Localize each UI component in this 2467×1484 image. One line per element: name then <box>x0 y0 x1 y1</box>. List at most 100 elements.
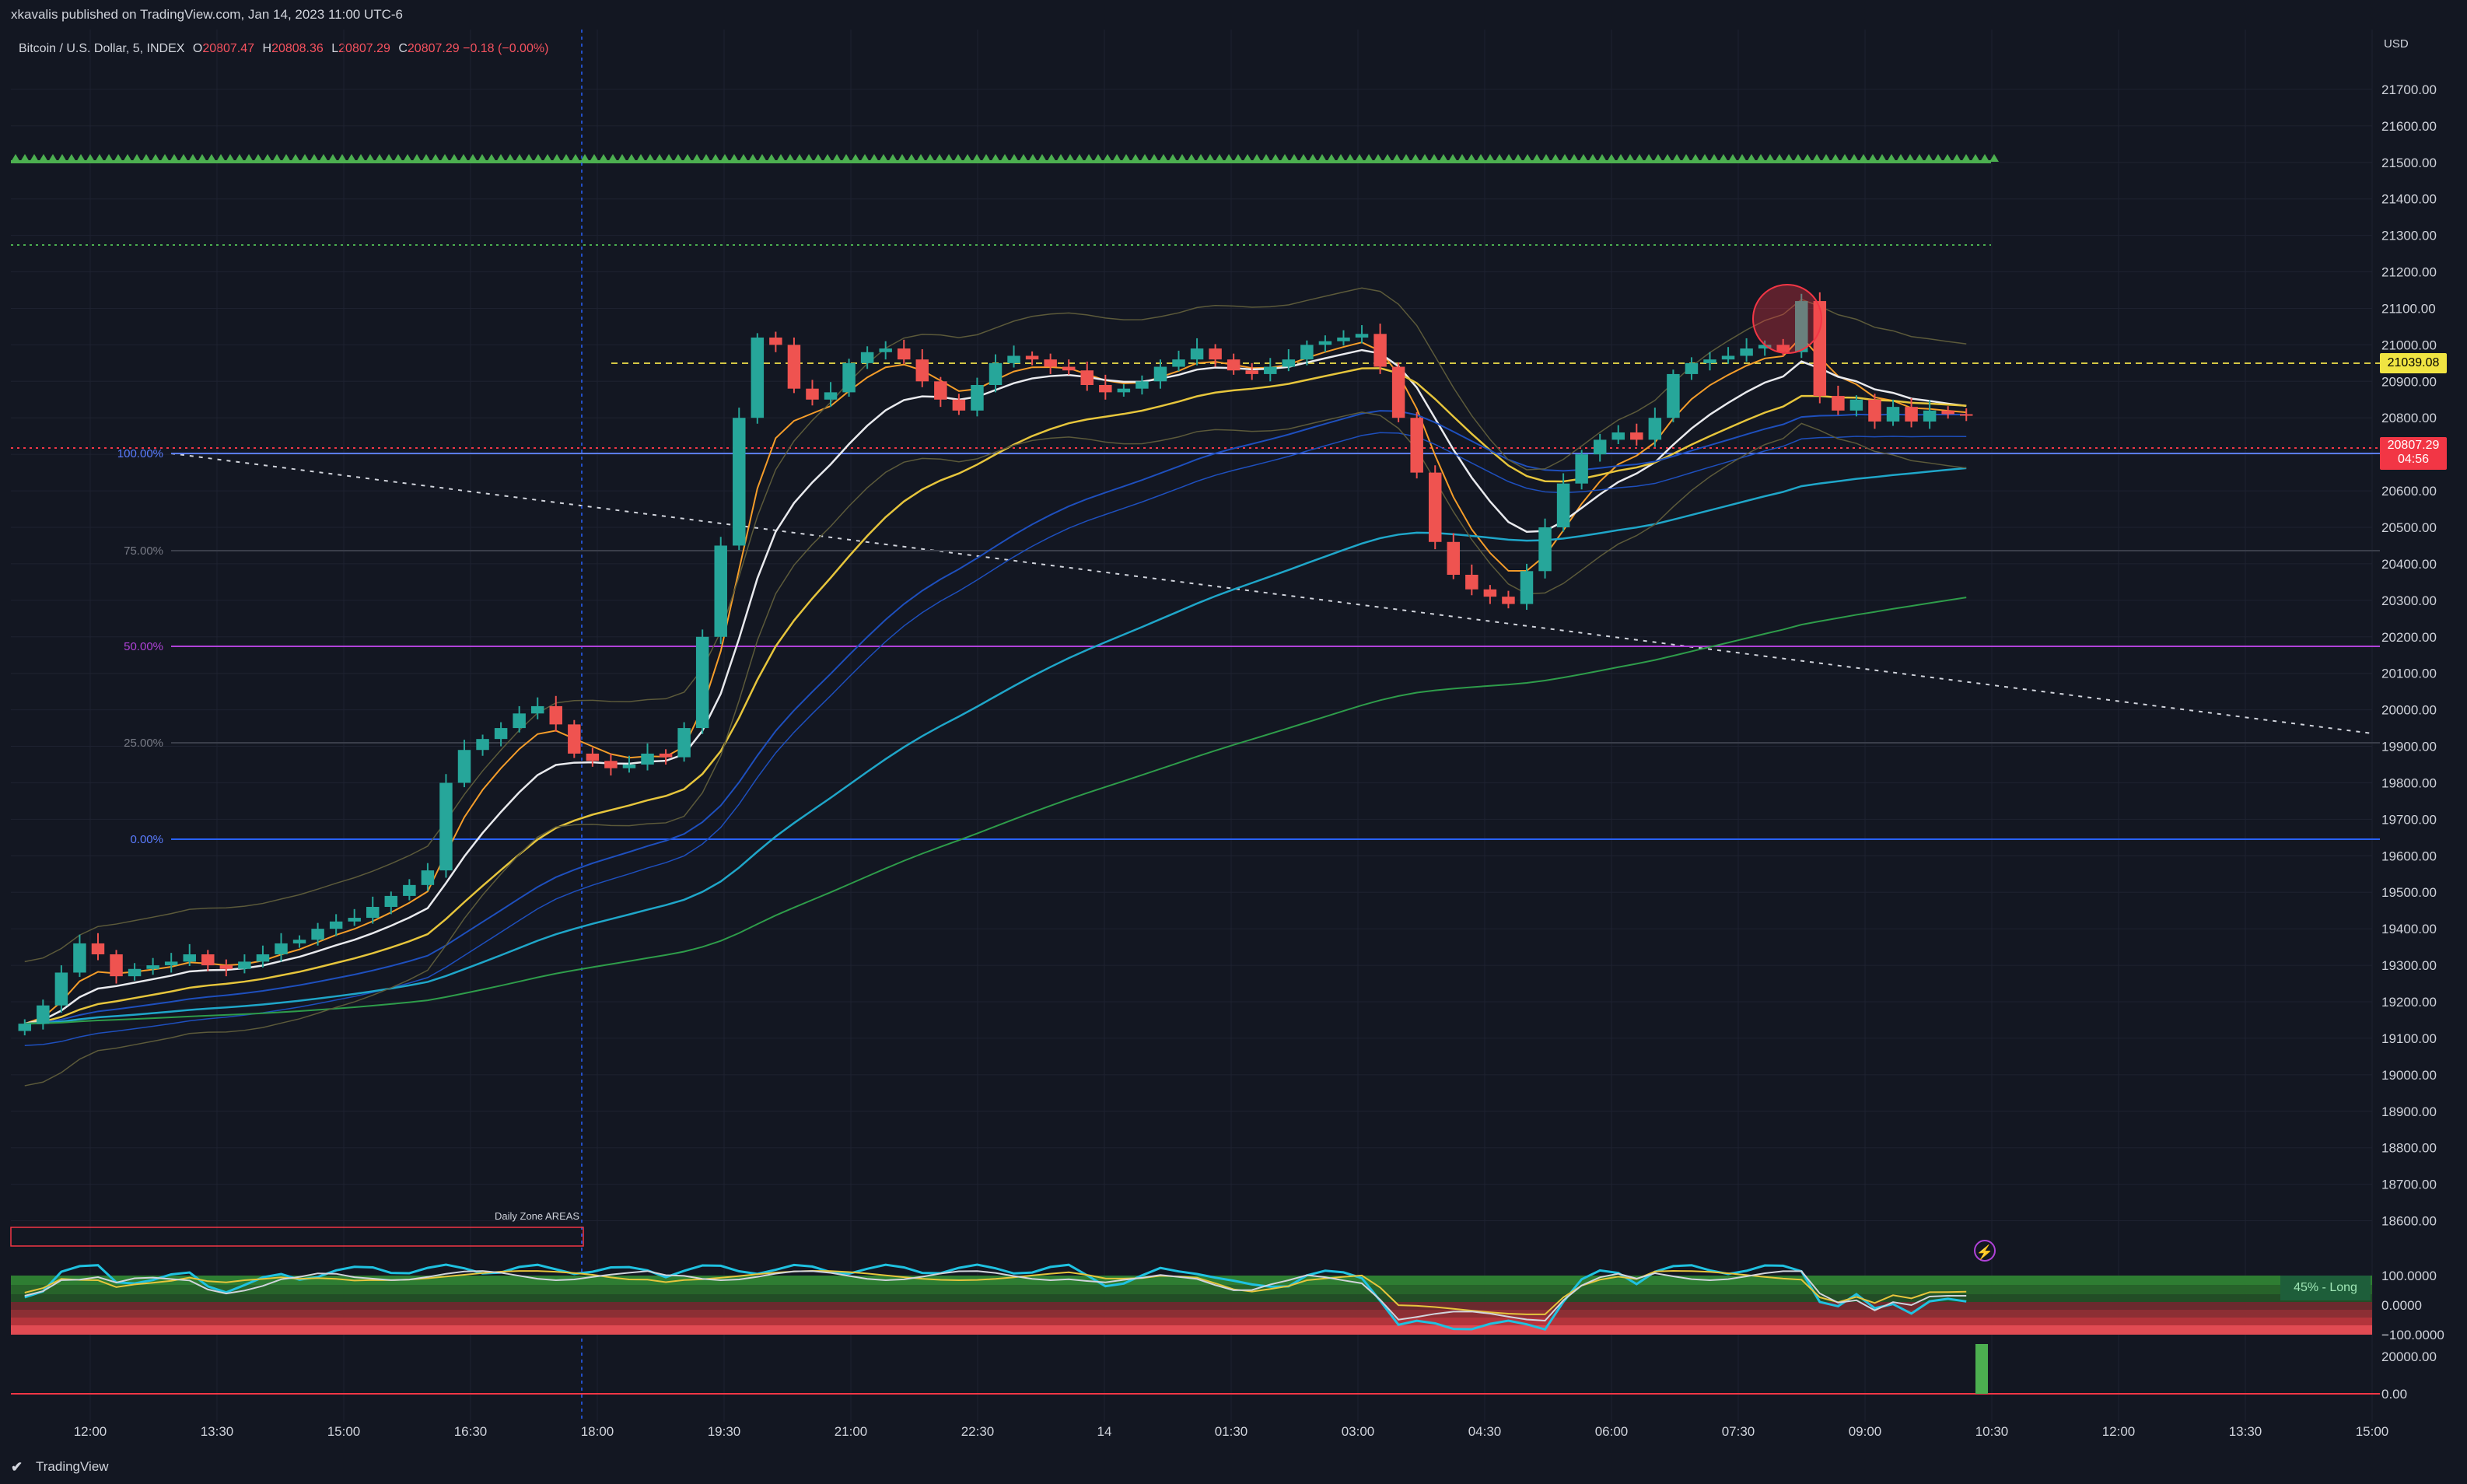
candle-body[interactable] <box>659 753 673 758</box>
candle-body[interactable] <box>1868 399 1881 422</box>
candle-body[interactable] <box>1355 334 1369 338</box>
candle-body[interactable] <box>530 705 544 714</box>
candle-body[interactable] <box>1611 432 1625 440</box>
candle-body[interactable] <box>1538 527 1552 572</box>
candle-body[interactable] <box>1813 301 1827 397</box>
candle-body[interactable] <box>751 338 765 418</box>
candle-body[interactable] <box>622 765 636 768</box>
candle-body[interactable] <box>1136 381 1149 389</box>
candle-body[interactable] <box>1959 414 1973 416</box>
candle-body[interactable] <box>1410 418 1423 473</box>
candle-body[interactable] <box>1648 418 1662 440</box>
candle-body[interactable] <box>1391 366 1405 418</box>
candle-body[interactable] <box>879 348 892 352</box>
candle-body[interactable] <box>1300 345 1314 360</box>
candle-body[interactable] <box>1849 399 1863 411</box>
candle-body[interactable] <box>641 753 654 765</box>
candle-body[interactable] <box>1373 334 1387 367</box>
candle-body[interactable] <box>146 965 159 969</box>
candle-body[interactable] <box>1025 355 1039 360</box>
candle-body[interactable] <box>1428 472 1442 542</box>
candle-body[interactable] <box>604 761 618 768</box>
candle-body[interactable] <box>403 884 416 896</box>
candle-body[interactable] <box>1465 575 1478 590</box>
candle-body[interactable] <box>329 921 343 929</box>
candle-body[interactable] <box>73 943 86 973</box>
candle-body[interactable] <box>549 705 563 725</box>
candle-body[interactable] <box>952 399 966 411</box>
candle-body[interactable] <box>769 338 782 345</box>
candle-body[interactable] <box>1044 359 1057 367</box>
candle-body[interactable] <box>1630 432 1643 440</box>
candle-body[interactable] <box>1062 366 1076 371</box>
candlesticks[interactable] <box>18 292 1973 1036</box>
candle-body[interactable] <box>1776 345 1790 352</box>
candle-body[interactable] <box>714 545 727 637</box>
candle-body[interactable] <box>1575 454 1588 484</box>
candle-body[interactable] <box>842 362 856 393</box>
candle-body[interactable] <box>586 753 600 761</box>
candle-body[interactable] <box>1502 597 1515 604</box>
candle-body[interactable] <box>1685 362 1699 374</box>
candle-body[interactable] <box>1282 359 1296 367</box>
spike-highlight-circle[interactable] <box>1752 284 1822 354</box>
candle-body[interactable] <box>1264 366 1277 374</box>
candle-body[interactable] <box>1886 407 1900 422</box>
candle-body[interactable] <box>54 972 68 1006</box>
candle-body[interactable] <box>806 388 819 400</box>
time-axis[interactable]: 12:00 13:30 15:00 16:30 18:00 19:30 21:00 22:30… <box>74 1424 2389 1439</box>
candle-body[interactable] <box>1758 345 1772 349</box>
candle-body[interactable] <box>1318 341 1332 345</box>
candle-body[interactable] <box>1520 571 1534 604</box>
symbol-name[interactable]: Bitcoin / U.S. Dollar, 5, INDEX <box>19 42 185 55</box>
candle-body[interactable] <box>348 918 361 922</box>
trendline-diagonal[interactable] <box>170 453 2373 734</box>
candle-body[interactable] <box>787 345 801 389</box>
price-axis[interactable]: 21700.00 21600.00 21500.00 21400.00 21300.00… <box>2381 82 2437 1229</box>
candle-body[interactable] <box>733 418 746 546</box>
candle-body[interactable] <box>110 954 123 977</box>
candle-body[interactable] <box>1117 388 1131 393</box>
candle-body[interactable] <box>1923 410 1937 422</box>
daily-zone-area[interactable] <box>10 1227 584 1247</box>
candle-body[interactable] <box>164 961 178 966</box>
candle-body[interactable] <box>37 1005 50 1024</box>
candle-body[interactable] <box>457 750 471 783</box>
candle-body[interactable] <box>1227 359 1240 371</box>
candle-body[interactable] <box>421 870 435 885</box>
brand-name[interactable]: TradingView <box>36 1459 109 1474</box>
candle-body[interactable] <box>989 362 1003 385</box>
fib-retracement[interactable]: 100.00% 75.00% 50.00% 25.00% 0.00% <box>117 447 2380 846</box>
candle-body[interactable] <box>256 954 270 962</box>
candle-body[interactable] <box>275 943 288 954</box>
candle-body[interactable] <box>494 728 508 740</box>
candle-body[interactable] <box>476 739 489 751</box>
candle-body[interactable] <box>1007 355 1020 363</box>
candle-body[interactable] <box>439 782 453 871</box>
candle-body[interactable] <box>1941 410 1954 415</box>
candle-body[interactable] <box>1721 355 1735 360</box>
candle-body[interactable] <box>860 352 874 363</box>
candle-body[interactable] <box>824 392 838 400</box>
candle-body[interactable] <box>91 943 105 954</box>
candle-body[interactable] <box>1832 396 1845 411</box>
candle-body[interactable] <box>219 965 233 969</box>
candle-body[interactable] <box>677 728 691 758</box>
candle-body[interactable] <box>1190 348 1204 360</box>
candle-body[interactable] <box>1593 439 1607 455</box>
candle-body[interactable] <box>934 381 947 400</box>
candle-body[interactable] <box>1080 370 1094 385</box>
candle-body[interactable] <box>695 636 709 729</box>
candle-body[interactable] <box>366 907 380 919</box>
candle-body[interactable] <box>1905 407 1918 422</box>
candle-body[interactable] <box>915 359 929 382</box>
candle-body[interactable] <box>238 961 251 969</box>
candle-body[interactable] <box>292 940 306 943</box>
candle-body[interactable] <box>513 713 526 729</box>
candle-body[interactable] <box>1209 348 1222 360</box>
candle-body[interactable] <box>568 724 581 754</box>
candle-body[interactable] <box>971 385 984 411</box>
candle-body[interactable] <box>183 954 196 962</box>
candle-body[interactable] <box>384 895 398 907</box>
candle-body[interactable] <box>1483 589 1497 597</box>
